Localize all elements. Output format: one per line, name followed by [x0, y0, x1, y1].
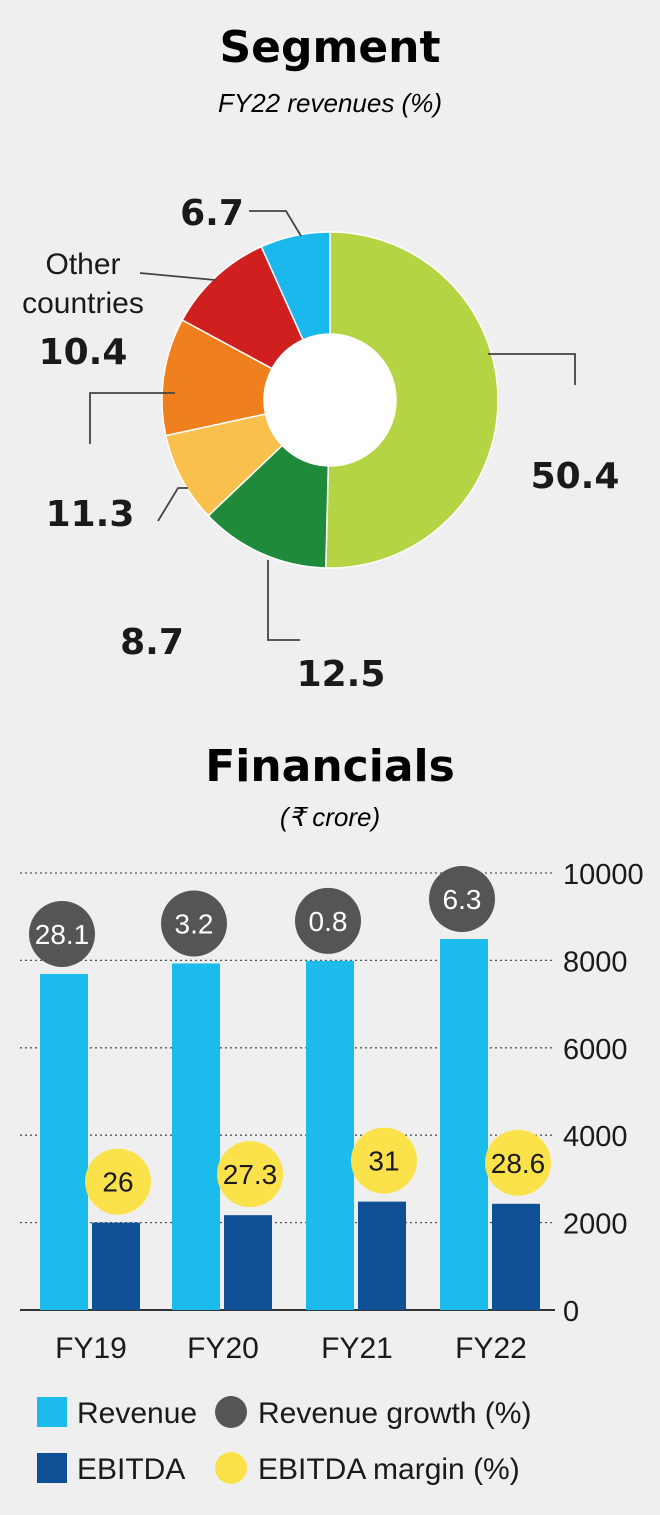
legend-swatch-revenue — [37, 1397, 67, 1427]
slice-value-brazil: 8.7 — [120, 622, 184, 663]
y-tick-label: 8000 — [563, 946, 628, 978]
growth-bubble-fy19 — [29, 900, 95, 967]
bar-revenue-fy22 — [440, 938, 488, 1310]
financials-subtitle: (₹ crore) — [280, 802, 380, 832]
bar-revenue-fy20 — [172, 963, 220, 1310]
donut-slice-other-business — [260, 231, 331, 341]
slice-value-other-countries: 10.4 — [39, 332, 128, 373]
x-tick-label-fy21: FY21 — [321, 1332, 393, 1365]
chart-legend: Revenue Revenue growth (%) EBITDA EBITDA ma… — [37, 1396, 531, 1486]
bar-ebitda-fy22 — [492, 1203, 540, 1310]
margin-bubble-fy20 — [217, 1141, 283, 1208]
slice-value-other-business: 6.7 — [180, 193, 244, 234]
margin-label-fy20: 27.3 — [223, 1159, 278, 1190]
leader-line-other-countries — [139, 272, 216, 281]
growth-label-fy20: 3.2 — [175, 908, 214, 939]
growth-bubble-fy22 — [429, 865, 495, 932]
slice-label-other-countries: Other countries — [22, 248, 144, 320]
donut-chart — [161, 231, 499, 569]
bar-ebitda-fy19 — [92, 1222, 140, 1310]
y-tick-label: 2000 — [563, 1209, 628, 1241]
growth-bubble-fy20 — [161, 890, 227, 957]
slice-value-germany: 11.3 — [46, 494, 135, 535]
growth-label-fy19: 28.1 — [35, 919, 90, 950]
legend-label-revenue-growth: Revenue growth (%) — [258, 1397, 531, 1430]
x-tick-label-fy20: FY20 — [187, 1332, 259, 1365]
growth-label-fy21: 0.8 — [309, 906, 348, 937]
leader-line-india — [488, 353, 576, 385]
bar-ebitda-fy21 — [358, 1201, 406, 1310]
legend-swatch-ebitda — [37, 1453, 67, 1483]
leader-line-germany — [89, 392, 175, 444]
legend-label-revenue: Revenue — [77, 1397, 197, 1430]
y-tick-label: 4000 — [563, 1121, 628, 1153]
margin-bubble-fy21 — [351, 1127, 417, 1194]
x-tick-label-fy19: FY19 — [55, 1332, 127, 1365]
segment-title: Segment — [219, 22, 440, 73]
legend-swatch-ebitda-margin — [215, 1452, 247, 1484]
slice-value-india: 50.4 — [531, 456, 620, 497]
margin-bubble-fy22 — [485, 1129, 551, 1196]
donut-labels: 50.4 12.5 8.7 11.3 Other countries 10.4 6.7 — [22, 193, 619, 695]
y-tick-label: 0 — [563, 1296, 579, 1328]
x-tick-label-fy22: FY22 — [455, 1332, 527, 1365]
leader-line-other-business — [249, 210, 302, 237]
bar-revenue-fy19 — [40, 973, 88, 1310]
y-tick-label: 6000 — [563, 1034, 628, 1066]
bar-revenue-fy21 — [306, 960, 354, 1310]
bar-ebitda-fy20 — [224, 1215, 272, 1310]
financials-title: Financials — [205, 741, 455, 792]
y-tick-label: 10000 — [563, 859, 644, 891]
growth-bubble-fy21 — [295, 887, 361, 954]
leader-line-us — [267, 560, 300, 641]
margin-label-fy21: 31 — [368, 1146, 399, 1177]
legend-label-ebitda-margin: EBITDA margin (%) — [258, 1453, 520, 1486]
margin-label-fy19: 26 — [102, 1167, 133, 1198]
slice-label-line: countries — [22, 287, 144, 320]
legend-label-ebitda: EBITDA — [77, 1453, 185, 1486]
growth-label-fy22: 6.3 — [443, 884, 482, 915]
slice-label-line: Other — [45, 248, 120, 281]
margin-bubble-fy19 — [85, 1148, 151, 1215]
donut-hole — [264, 334, 396, 466]
margin-label-fy22: 28.6 — [491, 1148, 546, 1179]
legend-swatch-revenue-growth — [215, 1396, 247, 1428]
bar-chart: 28.1 26 FY19 3.2 27.3 FY20 0.8 31 FY21 6.3 28.6 FY2… — [29, 865, 551, 1365]
segment-subtitle: FY22 revenues (%) — [218, 88, 442, 118]
slice-value-us: 12.5 — [297, 654, 386, 695]
leader-line-brazil — [157, 487, 188, 522]
